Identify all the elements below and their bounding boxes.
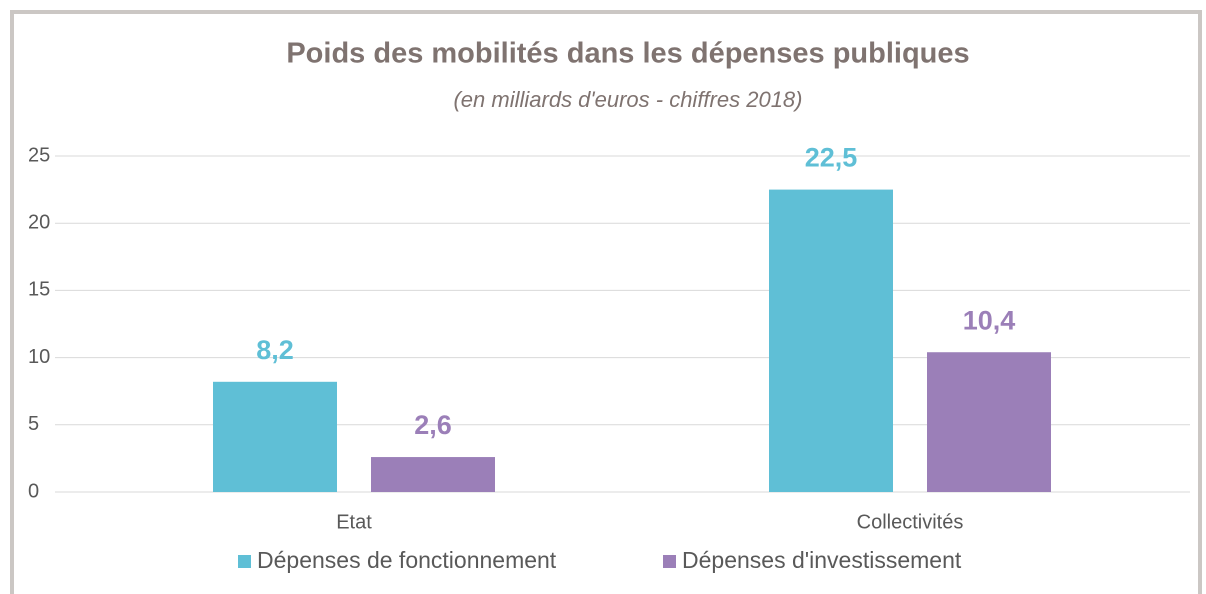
chart-subtitle: (en milliards d'euros - chiffres 2018) — [453, 87, 802, 112]
data-label: 8,2 — [256, 335, 294, 365]
legend-label: Dépenses de fonctionnement — [257, 547, 557, 573]
data-label: 22,5 — [805, 143, 858, 173]
y-tick-label: 15 — [28, 279, 50, 301]
y-tick-label: 0 — [28, 480, 39, 502]
y-tick-label: 10 — [28, 346, 50, 368]
y-tick-label: 20 — [28, 211, 50, 233]
legend-swatch — [663, 555, 676, 568]
x-tick-label: Etat — [336, 511, 372, 533]
legend-label: Dépenses d'investissement — [682, 547, 962, 573]
data-label: 10,4 — [963, 305, 1016, 335]
bar — [769, 189, 893, 492]
legend-swatch — [238, 555, 251, 568]
data-label: 2,6 — [414, 410, 452, 440]
y-tick-label: 25 — [28, 144, 50, 166]
x-tick-label: Collectivités — [857, 511, 964, 533]
bar — [213, 381, 337, 492]
chart-title: Poids des mobilités dans les dépenses pu… — [286, 38, 969, 70]
y-tick-label: 5 — [28, 413, 39, 435]
bar — [371, 457, 495, 492]
chart-frame — [10, 10, 1202, 594]
bar — [927, 352, 1051, 492]
